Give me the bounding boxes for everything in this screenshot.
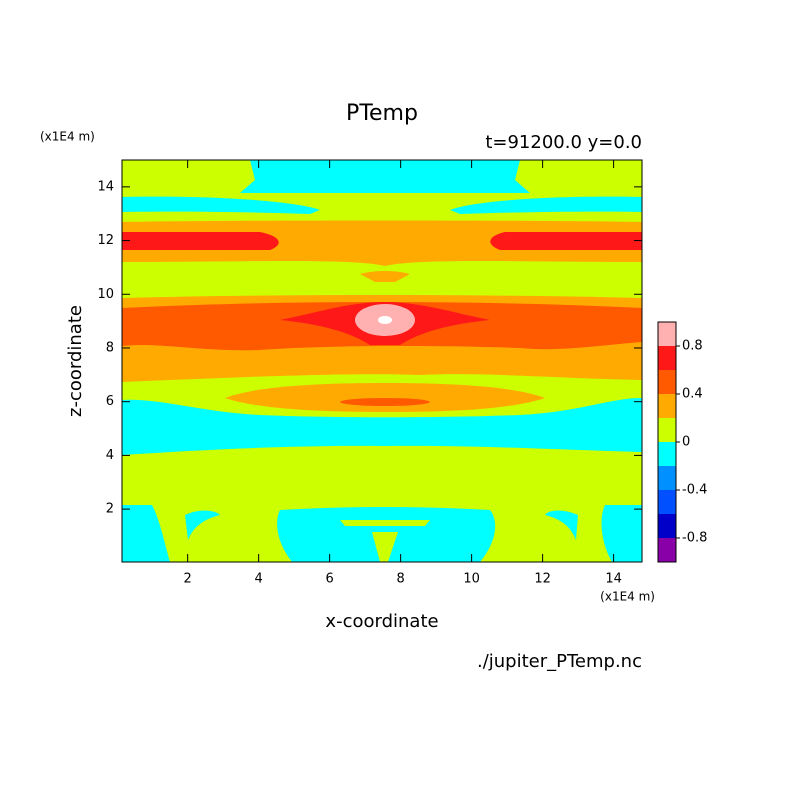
contour-region [122,398,642,455]
y-tick-label: 8 [106,340,114,355]
x-label: x-coordinate [325,611,438,632]
colorbar-swatch [658,370,676,394]
contour-region [240,160,530,193]
contour-region [122,196,642,214]
contour-region [340,520,430,562]
colorbar-swatch [658,418,676,442]
colorbar-swatch [658,466,676,490]
colorbar-swatch [658,346,676,370]
x-tick-label: 12 [534,572,551,587]
contour-region [340,398,430,406]
colorbar-swatch [658,442,676,466]
colorbar-swatch [658,322,676,346]
colorbar-swatch [658,514,676,538]
x-tick-label: 14 [605,572,622,587]
x-tick-label: 4 [255,572,263,587]
colorbar-label: -0.4 [682,483,707,498]
y-tick-label: 12 [97,233,114,248]
colorbar-swatch [658,394,676,418]
x-tick-label: 10 [463,572,480,587]
colorbar-swatch [658,538,676,562]
contour-region [360,271,410,282]
y-unit: (x1E4 m) [40,130,95,144]
colorbar-label: 0.4 [682,387,703,402]
contour-region [122,232,642,250]
x-unit: (x1E4 m) [600,590,655,604]
x-tick-label: 8 [396,572,404,587]
y-tick-label: 6 [106,394,114,409]
colorbar-label: -0.8 [682,531,707,546]
x-tick-label: 2 [184,572,192,587]
contour-region [225,383,545,412]
y-tick-label: 2 [106,502,114,517]
source: ./jupiter_PTemp.nc [477,651,642,672]
x-tick-label: 6 [326,572,334,587]
plot-frame [121,159,643,563]
y-tick-label: 4 [106,448,114,463]
y-tick-label: 10 [97,287,114,302]
colorbar-label: 0.8 [682,339,703,354]
contour-field [122,160,642,562]
y-tick-label: 14 [97,179,114,194]
subtitle: t=91200.0 y=0.0 [485,132,642,153]
y-label: z-coordinate [65,305,86,417]
contour-region [122,220,642,266]
colorbar-swatch [658,490,676,514]
contour-peak [378,316,392,324]
colorbar-label: 0 [682,435,690,450]
title: PTemp [346,101,418,126]
